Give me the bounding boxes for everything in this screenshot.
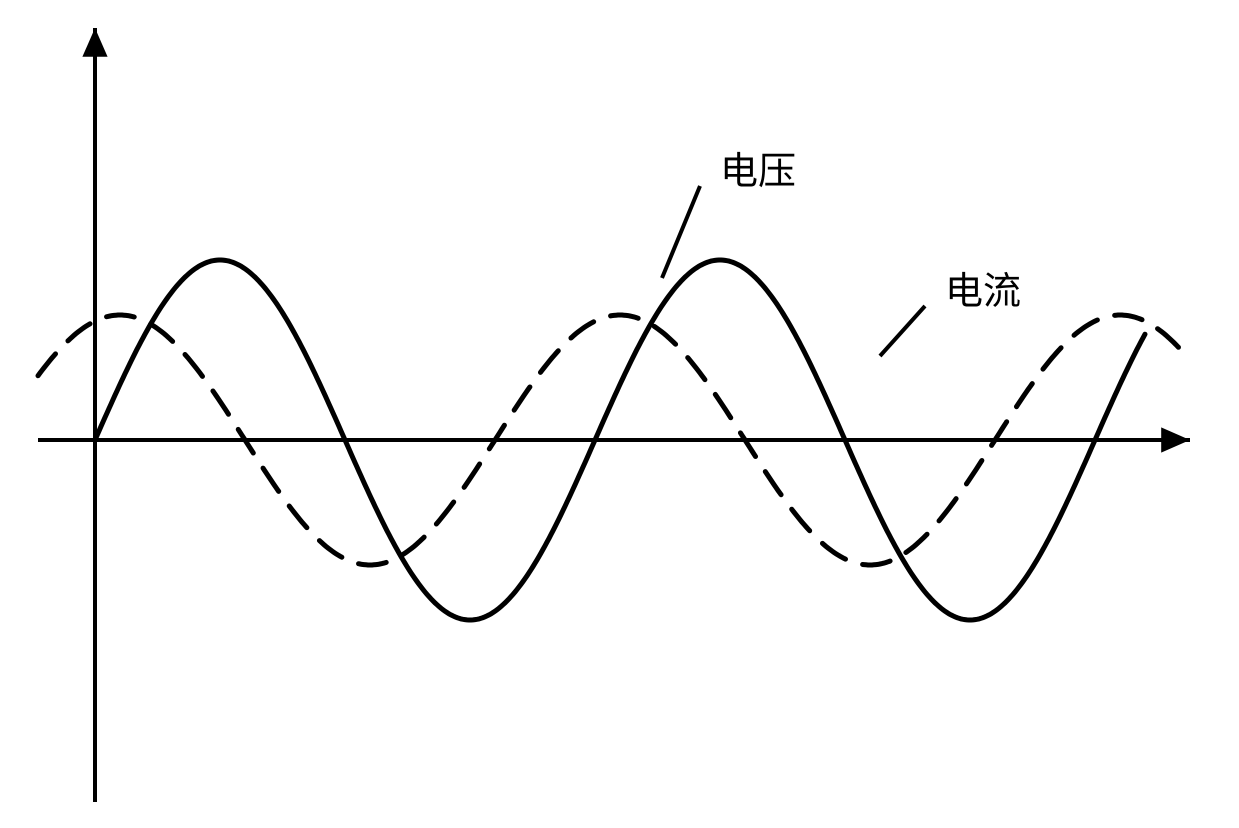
current-label: 电流: [945, 260, 1021, 315]
voltage-label: 电压: [720, 140, 796, 195]
waveform-chart: 电压 电流: [0, 0, 1239, 823]
chart-svg: [0, 0, 1239, 823]
